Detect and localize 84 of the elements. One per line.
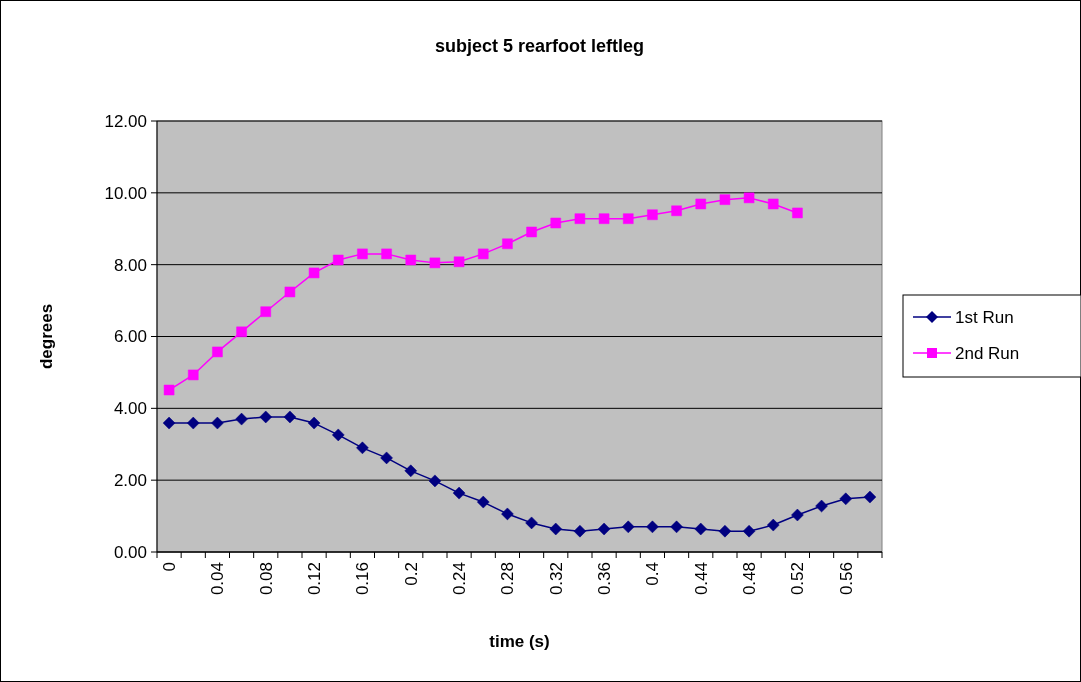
x-tick-label: 0.04 [208,562,228,596]
x-tick-label: 0.08 [256,562,276,596]
point [670,520,683,534]
point [742,524,756,538]
point [815,499,828,513]
x-tick-label: 0.28 [498,562,518,596]
point [357,248,368,260]
point [284,286,296,298]
point [380,451,393,465]
point [333,254,344,266]
x-tick-label: 0.24 [450,562,470,596]
point [452,486,466,500]
point [525,516,538,530]
point [695,198,706,210]
point [453,256,465,268]
point [236,326,247,338]
y-tick-label: 10.00 [104,183,147,203]
point [356,441,369,455]
x-tick-label: 0.56 [836,562,856,596]
point [477,495,490,509]
point [332,428,345,442]
point [428,474,442,488]
point [622,520,635,534]
point [187,416,200,430]
x-tick-label: 0.32 [546,562,566,596]
x-tick-label: 0 [160,562,180,572]
x-axis-title: time (s) [489,632,550,651]
point [694,522,707,536]
point [791,508,804,522]
point [381,248,392,260]
x-tick-label: 0.36 [595,562,615,596]
point [211,416,224,430]
point [501,507,514,521]
point [718,524,732,538]
point [188,369,199,381]
point [623,213,634,224]
point [162,416,176,430]
y-tick-label: 6.00 [113,327,147,347]
y-tick-label: 2.00 [113,471,147,491]
point [598,213,610,224]
point [308,267,320,279]
point [259,410,272,424]
point [647,209,658,220]
x-tick-label: 0.12 [305,562,325,596]
point [283,410,297,424]
point [163,384,175,396]
point [478,248,489,260]
y-tick-label: 12.00 [104,111,147,131]
point [574,213,586,224]
point [768,198,779,210]
point [502,238,513,250]
point [573,524,587,538]
point [307,416,321,430]
point [839,492,852,506]
x-tick-label: 0.2 [401,562,421,586]
x-tick-label: 0.52 [788,562,808,596]
x-tick-label: 0.44 [691,562,711,596]
y-axis-title: degrees [37,303,56,370]
point [646,520,659,534]
point [597,522,611,536]
x-tick-label: 0.16 [353,562,373,596]
point [549,522,562,536]
point [429,257,441,269]
y-tick-label: 0.00 [113,542,147,562]
point [863,490,877,504]
point [235,412,248,426]
x-tick-label: 0.48 [740,562,760,596]
legend-label: 1st Run [955,307,1014,327]
y-tick-label: 8.00 [113,255,147,275]
point [743,192,755,204]
point [526,226,537,238]
point [671,205,682,217]
chart-title: subject 5 rearfoot leftleg [434,36,645,56]
point [767,518,780,532]
point [719,194,731,205]
point [212,346,223,358]
x-tick-label: 0.4 [643,562,663,586]
point [404,464,417,478]
point [260,306,271,317]
point [550,217,561,229]
point [405,254,416,266]
point [792,207,803,219]
y-tick-label: 4.00 [113,399,147,419]
legend-label: 2nd Run [955,343,1020,363]
